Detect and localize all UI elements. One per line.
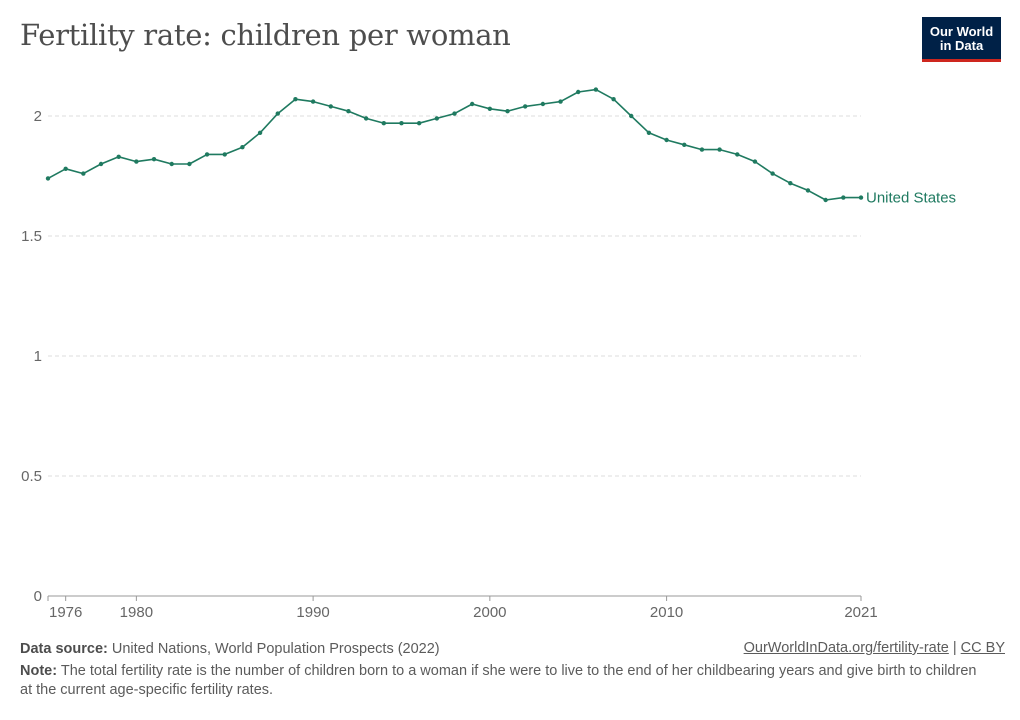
y-tick-label: 1 bbox=[34, 348, 42, 365]
data-point bbox=[611, 97, 616, 102]
note-label: Note: bbox=[20, 663, 58, 679]
data-point bbox=[646, 130, 652, 135]
data-source: Data source: United Nations, World Popul… bbox=[20, 640, 1005, 659]
data-point bbox=[593, 87, 599, 92]
x-tick-label: 1976 bbox=[49, 604, 82, 621]
data-point bbox=[98, 161, 104, 167]
x-tick-label: 1990 bbox=[296, 604, 329, 621]
data-point bbox=[752, 159, 758, 164]
logo-line-2: in Data bbox=[939, 38, 984, 53]
data-point bbox=[805, 188, 811, 193]
data-point bbox=[328, 104, 333, 109]
logo-accent-bar bbox=[922, 59, 1001, 62]
x-tick-label: 2010 bbox=[650, 604, 683, 621]
footer-links: OurWorldInData.org/fertility-rate | CC B… bbox=[744, 640, 1005, 656]
data-point bbox=[363, 116, 369, 121]
data-point bbox=[717, 147, 722, 152]
link-separator: | bbox=[952, 640, 957, 656]
y-axis-ticks: 0 0.5 1 1.5 2 bbox=[21, 108, 42, 605]
license-link[interactable]: CC BY bbox=[960, 640, 1005, 656]
data-point bbox=[187, 161, 192, 167]
data-point bbox=[416, 121, 422, 126]
x-tick-label: 2000 bbox=[473, 604, 506, 621]
data-point bbox=[487, 106, 493, 112]
series-label: United States bbox=[866, 190, 956, 207]
data-point bbox=[240, 145, 245, 150]
data-point bbox=[452, 111, 457, 116]
data-point bbox=[540, 101, 546, 107]
data-point bbox=[469, 101, 475, 107]
data-point bbox=[735, 152, 740, 157]
source-text: United Nations, World Population Prospec… bbox=[111, 641, 440, 657]
data-point bbox=[45, 176, 51, 181]
x-axis: 1976 1980 1990 2000 2010 2021 bbox=[47, 595, 878, 621]
grid-lines bbox=[48, 115, 861, 477]
data-point bbox=[346, 109, 351, 114]
chart-note: Note: The total fertility rate is the nu… bbox=[20, 662, 980, 700]
data-point bbox=[858, 195, 864, 200]
source-label: Data source: bbox=[20, 641, 108, 657]
data-point bbox=[841, 195, 846, 200]
data-point bbox=[222, 152, 227, 157]
data-point bbox=[169, 161, 174, 167]
data-point bbox=[682, 142, 687, 147]
data-point bbox=[257, 130, 263, 135]
data-point bbox=[275, 111, 280, 116]
data-point bbox=[204, 152, 210, 157]
data-point bbox=[134, 159, 139, 164]
data-point bbox=[381, 121, 387, 126]
owid-logo[interactable]: Our World in Data bbox=[922, 17, 1001, 62]
data-point bbox=[699, 147, 705, 152]
series-line bbox=[47, 88, 861, 201]
data-point bbox=[770, 171, 775, 176]
data-point bbox=[399, 121, 404, 126]
data-point bbox=[576, 89, 581, 95]
data-point bbox=[151, 157, 157, 162]
y-tick-label: 0 bbox=[34, 588, 42, 605]
data-point bbox=[81, 171, 86, 176]
chart-title: Fertility rate: children per woman bbox=[20, 18, 511, 52]
data-point bbox=[629, 113, 634, 119]
logo-line-1: Our World bbox=[929, 24, 994, 39]
source-link[interactable]: OurWorldInData.org/fertility-rate bbox=[743, 640, 949, 656]
y-tick-label: 1.5 bbox=[21, 228, 42, 245]
data-point bbox=[664, 137, 669, 143]
data-point bbox=[293, 97, 298, 102]
data-point bbox=[310, 99, 316, 104]
data-point bbox=[434, 116, 440, 121]
data-point bbox=[116, 154, 121, 159]
note-text: The total fertility rate is the number o… bbox=[20, 663, 977, 698]
data-point bbox=[505, 109, 510, 114]
y-tick-label: 0.5 bbox=[21, 468, 42, 485]
data-point bbox=[558, 99, 563, 104]
x-tick-label: 2021 bbox=[844, 604, 877, 621]
data-point bbox=[823, 197, 828, 203]
series-group: United States bbox=[45, 87, 956, 207]
data-point bbox=[788, 181, 793, 186]
data-point bbox=[522, 104, 528, 109]
x-tick-label: 1980 bbox=[120, 604, 153, 621]
y-tick-label: 2 bbox=[34, 108, 42, 125]
data-point bbox=[63, 166, 68, 171]
